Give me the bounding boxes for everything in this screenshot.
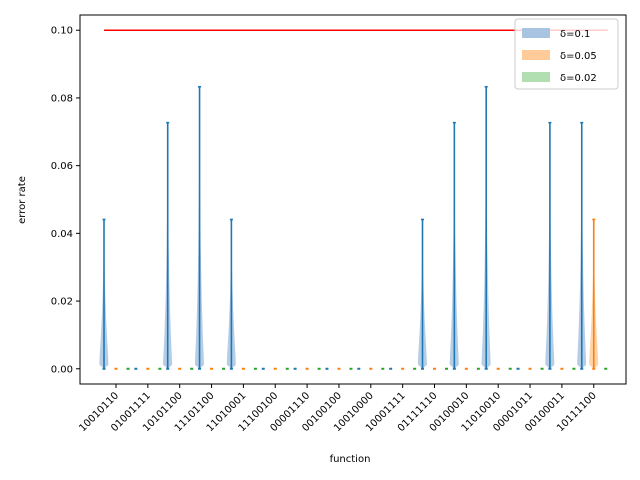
- y-tick-label: 0.08: [51, 93, 73, 104]
- legend-swatch-delta-0.05: [522, 50, 550, 60]
- y-tick-label: 0.04: [51, 229, 73, 240]
- legend-label-delta-0.1: δ=0.1: [560, 29, 590, 40]
- y-tick-label: 0.06: [51, 161, 73, 172]
- y-tick-label: 0.02: [51, 297, 73, 308]
- y-tick-label: 0.10: [51, 26, 73, 37]
- violin-mark: [449, 121, 459, 370]
- violin-mark: [163, 121, 173, 370]
- legend: δ=0.1 δ=0.05 δ=0.02: [514, 18, 619, 90]
- violin-mark: [195, 85, 205, 370]
- violin-mark: [226, 218, 236, 370]
- violin-mark: [589, 218, 599, 370]
- violin-mark: [99, 218, 109, 370]
- y-axis: 0.00 0.02 0.04 0.06 0.08 0.10: [51, 26, 80, 375]
- legend-label-delta-0.02: δ=0.02: [560, 73, 597, 84]
- y-tick-label: 0.00: [51, 364, 73, 375]
- legend-label-delta-0.05: δ=0.05: [560, 51, 597, 62]
- legend-swatch-delta-0.02: [522, 72, 550, 82]
- violin-mark: [577, 121, 587, 370]
- violin-mark: [545, 121, 555, 370]
- x-axis-label: function: [330, 454, 371, 465]
- plot-frame: [79, 14, 627, 385]
- violin-mark: [481, 85, 491, 370]
- legend-swatch-delta-0.1: [522, 28, 550, 38]
- plot-area: [99, 29, 608, 370]
- violin-mark: [418, 218, 427, 370]
- y-axis-label: error rate: [17, 176, 28, 224]
